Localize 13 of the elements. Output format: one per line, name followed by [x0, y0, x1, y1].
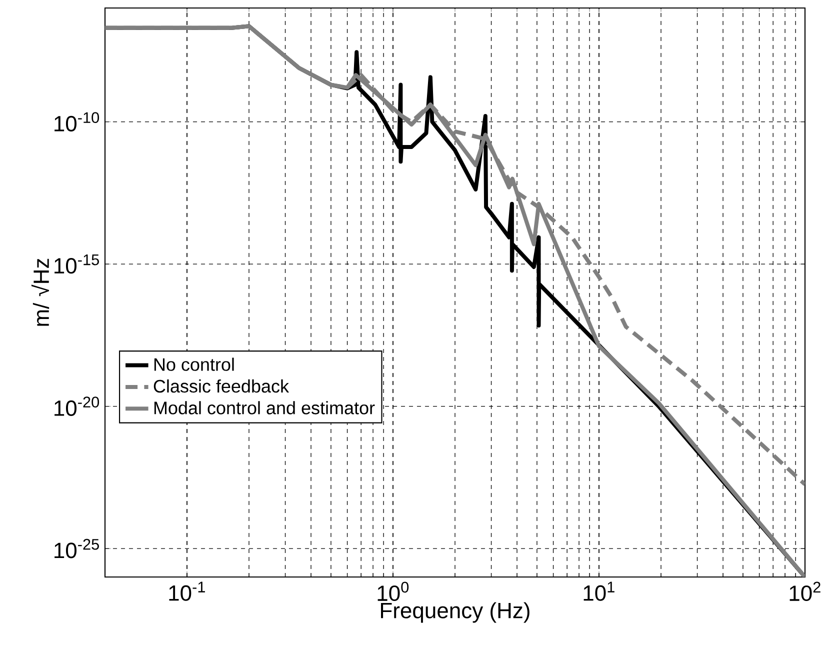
- x-tick-label: 10$^{2}$: [790, 582, 820, 602]
- legend-label: Classic feedback: [154, 379, 290, 393]
- x-tick-label: 10$^{-1}$: [169, 582, 205, 601]
- legend-label: Modal control and estimator: [154, 401, 375, 414]
- y-axis-title: m/ √Hz: [31, 258, 50, 326]
- y-tick-label: 10$^{-15}$: [54, 254, 99, 274]
- x-axis-title: Frequency (Hz): [381, 602, 530, 623]
- y-tick-label: 10$^{-20}$: [54, 396, 100, 416]
- y-tick-label: 10$^{-10}$: [54, 112, 100, 132]
- x-tick-label: 10$^{0}$: [378, 582, 409, 602]
- legend-label: No control: [154, 358, 234, 371]
- x-tick-label: 10$^{1}$: [584, 582, 614, 601]
- y-tick-label: 10$^{-25}$: [54, 538, 99, 558]
